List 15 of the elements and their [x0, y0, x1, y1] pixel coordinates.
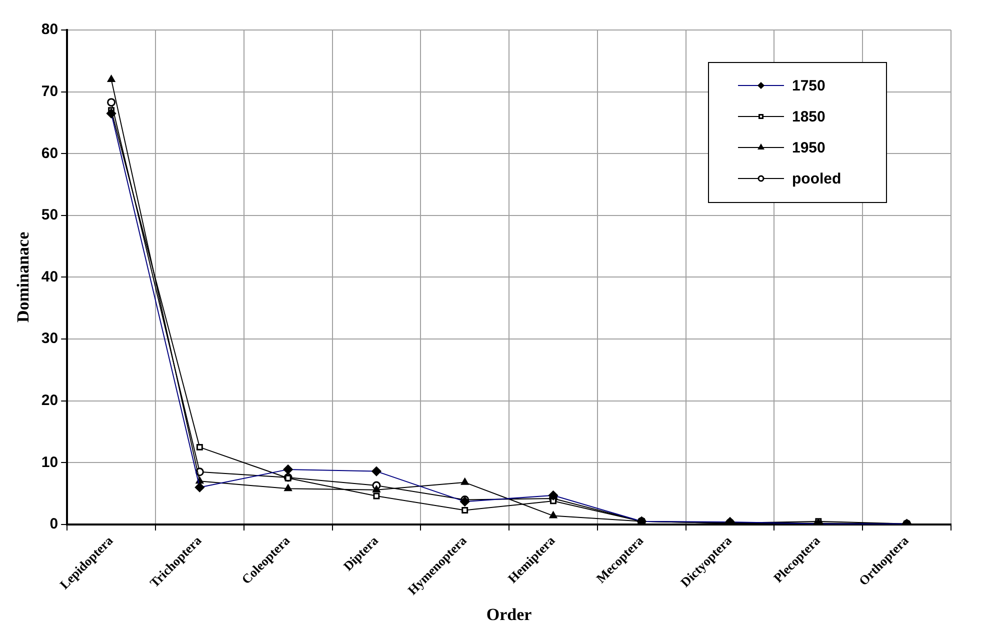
y-tick-label: 80	[41, 21, 58, 38]
legend-label: 1950	[792, 140, 826, 157]
legend-label: 1750	[792, 78, 826, 95]
y-tick-label: 40	[41, 268, 58, 286]
legend-label: 1850	[792, 108, 826, 126]
x-axis-title: Order	[486, 605, 532, 624]
y-tick-label: 60	[41, 144, 58, 162]
y-tick-label: 70	[41, 82, 58, 100]
y-tick-label: 20	[41, 392, 58, 409]
y-tick-label: 10	[41, 454, 58, 471]
y-tick-label: 30	[41, 330, 58, 348]
y-tick-label: 0	[50, 516, 58, 533]
y-tick-label: 50	[41, 206, 58, 224]
legend-label: pooled	[792, 170, 842, 188]
y-axis-title: Dominanace	[14, 231, 33, 323]
